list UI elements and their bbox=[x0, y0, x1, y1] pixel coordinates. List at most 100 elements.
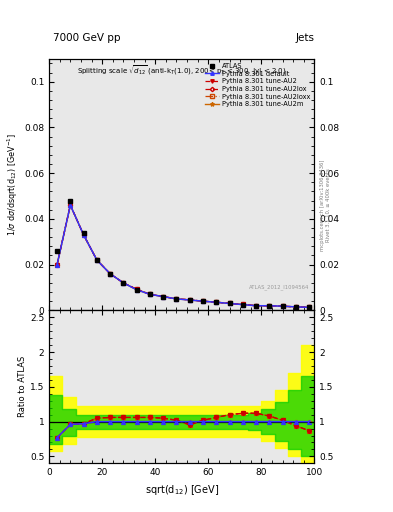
ATLAS bbox=[307, 304, 312, 310]
Pythia 8.301 default bbox=[134, 287, 139, 293]
Pythia 8.301 default bbox=[294, 304, 298, 310]
Pythia 8.301 default bbox=[55, 262, 59, 268]
Pythia 8.301 tune-AU2m bbox=[81, 232, 86, 238]
Line: Pythia 8.301 tune-AU2loxx: Pythia 8.301 tune-AU2loxx bbox=[55, 204, 310, 309]
Line: Pythia 8.301 tune-AU2: Pythia 8.301 tune-AU2 bbox=[55, 203, 311, 309]
Pythia 8.301 default bbox=[254, 303, 259, 309]
Pythia 8.301 tune-AU2 bbox=[55, 262, 59, 268]
Pythia 8.301 tune-AU2 bbox=[254, 303, 259, 309]
Pythia 8.301 tune-AU2lox bbox=[95, 257, 99, 263]
Text: mcplots.cern.ch [arXiv:1306.3436]: mcplots.cern.ch [arXiv:1306.3436] bbox=[320, 159, 325, 250]
ATLAS bbox=[121, 280, 126, 286]
Pythia 8.301 default bbox=[201, 298, 206, 304]
Pythia 8.301 tune-AU2m bbox=[187, 297, 192, 303]
Pythia 8.301 default bbox=[148, 291, 152, 297]
Pythia 8.301 tune-AU2loxx bbox=[55, 262, 59, 268]
Pythia 8.301 tune-AU2loxx bbox=[187, 297, 192, 303]
Pythia 8.301 tune-AU2m bbox=[148, 291, 152, 297]
Pythia 8.301 tune-AU2m bbox=[68, 202, 73, 208]
ATLAS bbox=[55, 248, 59, 254]
ATLAS bbox=[148, 291, 152, 297]
Pythia 8.301 default bbox=[267, 303, 272, 309]
Pythia 8.301 default bbox=[108, 271, 112, 277]
Pythia 8.301 tune-AU2 bbox=[187, 297, 192, 303]
Pythia 8.301 tune-AU2loxx bbox=[280, 303, 285, 309]
Pythia 8.301 tune-AU2loxx bbox=[81, 232, 86, 238]
Pythia 8.301 tune-AU2 bbox=[161, 293, 165, 300]
Pythia 8.301 tune-AU2lox bbox=[307, 304, 312, 310]
Text: 7000 GeV pp: 7000 GeV pp bbox=[53, 33, 121, 44]
Pythia 8.301 tune-AU2m bbox=[227, 301, 232, 307]
Line: ATLAS: ATLAS bbox=[55, 198, 312, 310]
Pythia 8.301 tune-AU2 bbox=[227, 301, 232, 307]
Pythia 8.301 tune-AU2 bbox=[214, 299, 219, 305]
Pythia 8.301 tune-AU2 bbox=[201, 298, 206, 304]
Pythia 8.301 tune-AU2m bbox=[108, 271, 112, 277]
Pythia 8.301 tune-AU2 bbox=[148, 291, 152, 297]
Pythia 8.301 tune-AU2 bbox=[134, 286, 139, 292]
Pythia 8.301 tune-AU2m bbox=[174, 296, 179, 302]
Pythia 8.301 default bbox=[227, 301, 232, 307]
Pythia 8.301 default bbox=[121, 280, 126, 286]
Pythia 8.301 tune-AU2lox bbox=[108, 271, 112, 277]
Line: Pythia 8.301 default: Pythia 8.301 default bbox=[55, 203, 311, 309]
Pythia 8.301 tune-AU2loxx bbox=[134, 286, 139, 292]
Y-axis label: 1/$\sigma$ d$\sigma$/dsqrt(d$_{12}$) [GeV$^{-1}$]: 1/$\sigma$ d$\sigma$/dsqrt(d$_{12}$) [Ge… bbox=[6, 133, 20, 236]
Pythia 8.301 tune-AU2loxx bbox=[307, 304, 312, 310]
ATLAS bbox=[227, 301, 232, 307]
Pythia 8.301 tune-AU2lox bbox=[267, 303, 272, 309]
Pythia 8.301 tune-AU2loxx bbox=[148, 291, 152, 297]
Pythia 8.301 tune-AU2 bbox=[241, 301, 245, 307]
Pythia 8.301 tune-AU2lox bbox=[174, 296, 179, 302]
Pythia 8.301 tune-AU2lox bbox=[214, 299, 219, 305]
Pythia 8.301 tune-AU2m bbox=[161, 293, 165, 300]
ATLAS bbox=[174, 296, 179, 302]
Pythia 8.301 default bbox=[81, 232, 86, 238]
Legend: ATLAS, Pythia 8.301 default, Pythia 8.301 tune-AU2, Pythia 8.301 tune-AU2lox, Py: ATLAS, Pythia 8.301 default, Pythia 8.30… bbox=[203, 61, 312, 109]
Pythia 8.301 tune-AU2loxx bbox=[214, 299, 219, 305]
Pythia 8.301 tune-AU2lox bbox=[121, 280, 126, 286]
Pythia 8.301 tune-AU2loxx bbox=[267, 303, 272, 309]
Pythia 8.301 tune-AU2m bbox=[95, 257, 99, 263]
Pythia 8.301 default bbox=[214, 299, 219, 305]
Pythia 8.301 tune-AU2loxx bbox=[174, 296, 179, 302]
Pythia 8.301 default bbox=[161, 293, 165, 300]
Pythia 8.301 tune-AU2m bbox=[241, 302, 245, 308]
Pythia 8.301 tune-AU2lox bbox=[161, 293, 165, 300]
Y-axis label: Ratio to ATLAS: Ratio to ATLAS bbox=[18, 356, 27, 417]
Pythia 8.301 tune-AU2m bbox=[121, 280, 126, 286]
Pythia 8.301 default bbox=[174, 296, 179, 302]
Text: Rivet 3.1.10, ≥ 400k events: Rivet 3.1.10, ≥ 400k events bbox=[326, 168, 331, 242]
Pythia 8.301 default bbox=[187, 297, 192, 303]
Line: Pythia 8.301 tune-AU2m: Pythia 8.301 tune-AU2m bbox=[55, 203, 312, 310]
Pythia 8.301 tune-AU2m bbox=[55, 262, 59, 268]
ATLAS bbox=[108, 271, 112, 277]
Pythia 8.301 tune-AU2loxx bbox=[121, 280, 126, 286]
Pythia 8.301 tune-AU2lox bbox=[68, 202, 73, 208]
Pythia 8.301 tune-AU2loxx bbox=[161, 293, 165, 300]
Pythia 8.301 tune-AU2 bbox=[174, 296, 179, 302]
Pythia 8.301 tune-AU2loxx bbox=[241, 301, 245, 307]
Line: Pythia 8.301 tune-AU2lox: Pythia 8.301 tune-AU2lox bbox=[55, 204, 310, 309]
Pythia 8.301 tune-AU2 bbox=[95, 257, 99, 263]
ATLAS bbox=[254, 303, 259, 309]
ATLAS bbox=[81, 229, 86, 236]
ATLAS bbox=[214, 299, 219, 305]
Pythia 8.301 tune-AU2m bbox=[134, 287, 139, 293]
Pythia 8.301 tune-AU2m bbox=[214, 299, 219, 305]
Pythia 8.301 tune-AU2lox bbox=[148, 291, 152, 297]
Pythia 8.301 tune-AU2lox bbox=[55, 262, 59, 268]
Pythia 8.301 tune-AU2loxx bbox=[227, 301, 232, 307]
Pythia 8.301 tune-AU2loxx bbox=[201, 298, 206, 304]
Pythia 8.301 default bbox=[68, 202, 73, 208]
Pythia 8.301 tune-AU2loxx bbox=[254, 303, 259, 309]
Pythia 8.301 tune-AU2lox bbox=[81, 232, 86, 238]
Pythia 8.301 tune-AU2m bbox=[294, 304, 298, 310]
ATLAS bbox=[134, 287, 139, 293]
Pythia 8.301 default bbox=[241, 302, 245, 308]
ATLAS bbox=[68, 198, 73, 204]
Text: Splitting scale $\sqrt{d_{12}}$ (anti-k$_T$(1.0), 200< p$_T$ < 300, |y| < 2.0): Splitting scale $\sqrt{d_{12}}$ (anti-k$… bbox=[77, 64, 286, 78]
Pythia 8.301 tune-AU2m bbox=[201, 298, 206, 304]
Text: ATLAS_2012_I1094564: ATLAS_2012_I1094564 bbox=[249, 285, 309, 290]
Pythia 8.301 tune-AU2 bbox=[267, 303, 272, 309]
